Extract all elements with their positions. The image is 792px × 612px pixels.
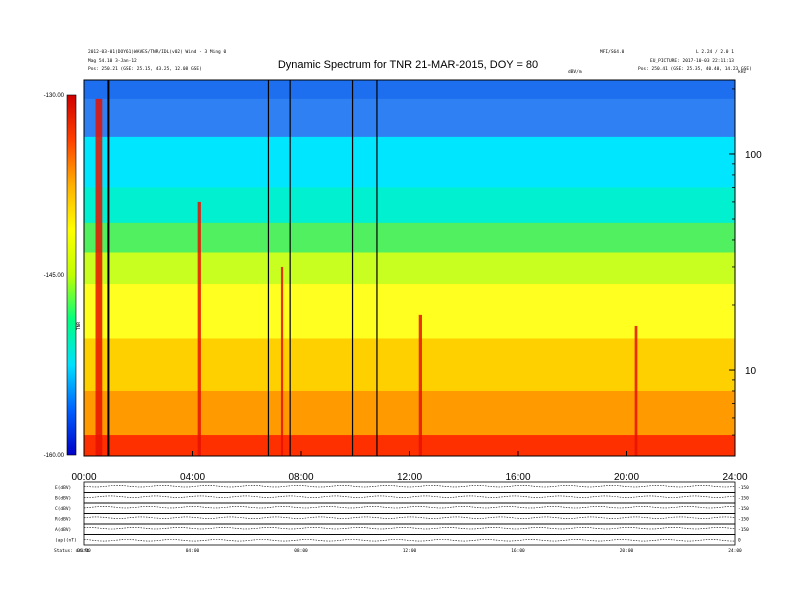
- spectrogram-bands: [84, 80, 735, 457]
- strip-label-1: B(dBV): [55, 496, 71, 502]
- x-tick-label-5: 20:00: [614, 472, 639, 483]
- colorbar-ticks: -130.00 -145.00 -160.00: [44, 93, 65, 459]
- strip-right-label-4: -150: [738, 527, 749, 533]
- strip-frame-0: [83, 481, 736, 493]
- strip-right-label-1: -150: [738, 496, 749, 502]
- x-tick-label-4: 16:00: [505, 472, 530, 483]
- units-label: dBV/m: [568, 69, 582, 75]
- header-right-line2: EU_PICTURE: 2017-10-03 22:11:13: [650, 58, 734, 64]
- strip-trace-2: [83, 506, 736, 509]
- data-gap-lines: [107, 80, 378, 456]
- header-right-line3: Pos: 250.41 (GSE: 25.35, 40.40, 14.23 GS…: [638, 66, 752, 72]
- y-axis-ticks: 100 10: [729, 88, 762, 457]
- strip-x-tick-label-2: 08:00: [294, 548, 308, 554]
- spectrum-band-5: [84, 252, 735, 285]
- radio-burst-3: [418, 314, 422, 456]
- header-right-top-2: L 2.24 / 2.0 1: [696, 49, 734, 55]
- strip-x-tick-label-5: 20:00: [620, 548, 634, 554]
- chart-title: Dynamic Spectrum for TNR 21-MAR-2015, DO…: [278, 59, 538, 71]
- radio-burst-0: [95, 98, 103, 457]
- strip-right-label-2: -150: [738, 506, 749, 512]
- strip-x-tick-label-4: 16:00: [511, 548, 525, 554]
- x-axis-ticks: 00:00 04:00 08:00 12:00 16:00 20:00 24:00: [71, 451, 748, 483]
- strip-x-tick-label-0: 00:00: [77, 548, 91, 554]
- status-label: Status: drift: [54, 548, 90, 554]
- spectrum-band-6: [84, 284, 735, 339]
- strip-trace-5: [83, 539, 736, 542]
- strip-frame-3: [83, 513, 736, 525]
- strip-x-tick-label-3: 12:00: [403, 548, 417, 554]
- colorbar-tick-label-0: -130.00: [44, 93, 65, 99]
- header-left-line3: Pos: 250.21 (GSE: 25.15, 43.25, 12.08 GS…: [88, 66, 202, 72]
- strip-trace-3: [83, 516, 736, 519]
- radio-burst-4: [634, 325, 638, 456]
- spectrum-band-9: [84, 435, 735, 457]
- strip-right-label-0: -150: [738, 485, 749, 491]
- strip-label-2: C(dBV): [55, 506, 71, 512]
- x-tick-label-0: 00:00: [71, 472, 96, 483]
- colorbar-tick-label-2: -160.00: [44, 453, 65, 459]
- spectrum-band-8: [84, 390, 735, 436]
- colorbar: [66, 94, 77, 456]
- time-series-strips: E(dBV) -150 B(dBV) -150 C(dBV) -150 R(dBV) -150…: [55, 481, 749, 546]
- header-left-line1: 2012-03-01(DOY61)WAVES/TNR/IDL(v02) Wind…: [88, 49, 226, 55]
- radio-burst-1: [197, 201, 201, 456]
- x-tick-label-1: 04:00: [180, 472, 205, 483]
- y-tick-label-0: 100: [745, 150, 762, 161]
- spectrum-band-0: [84, 80, 735, 100]
- khz-label: kHz: [738, 69, 746, 75]
- strip-x-tick-label-1: 04:00: [186, 548, 200, 554]
- header-right-top-1: MFI/S64.0: [600, 49, 625, 55]
- x-tick-label-2: 08:00: [288, 472, 313, 483]
- strip-trace-0: [83, 485, 736, 488]
- strip-frame-2: [83, 502, 736, 514]
- spectrum-band-4: [84, 222, 735, 253]
- x-tick-label-3: 12:00: [397, 472, 422, 483]
- spectrum-band-3: [84, 187, 735, 224]
- strip-frame-5: [83, 534, 736, 546]
- strip-x-tick-label-6: 24:00: [728, 548, 742, 554]
- y-tick-label-1: 10: [745, 366, 757, 377]
- spectrum-band-7: [84, 338, 735, 392]
- strip-right-label-3: -150: [738, 517, 749, 523]
- strip-label-4: A(dBV): [55, 527, 71, 533]
- strip-x-ticks: 00:00 04:00 08:00 12:00 16:00 20:00 24:00: [77, 548, 742, 554]
- strip-frame-1: [83, 492, 736, 504]
- strip-right-label-5: 0: [738, 538, 741, 544]
- spectrum-band-2: [84, 136, 735, 188]
- spectrogram-bursts: [95, 98, 638, 457]
- strip-trace-4: [83, 527, 736, 530]
- strip-label-3: R(dBV): [55, 517, 71, 523]
- strip-label-5: (ap)(nT): [55, 538, 77, 544]
- spectrum-band-1: [84, 98, 735, 138]
- colorbar-tick-label-1: -145.00: [44, 273, 65, 279]
- strip-label-0: E(dBV): [55, 485, 71, 491]
- header-left-line2: Mag 54.10 3-Jan-12: [88, 58, 137, 64]
- x-tick-label-6: 24:00: [722, 472, 747, 483]
- strip-frame-4: [83, 523, 736, 535]
- radio-burst-2: [280, 266, 284, 456]
- colorbar-label: TNR: [76, 322, 82, 330]
- strip-trace-1: [83, 495, 736, 498]
